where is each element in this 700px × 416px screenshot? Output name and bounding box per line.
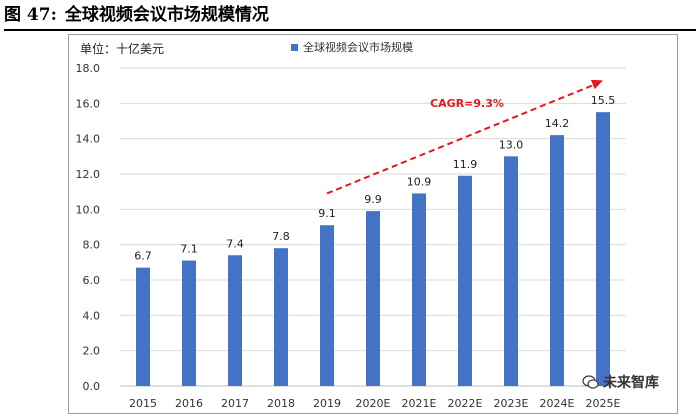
bar — [412, 193, 426, 386]
data-label: 15.5 — [591, 94, 616, 107]
data-label: 14.2 — [545, 117, 570, 130]
data-label: 13.0 — [499, 138, 524, 151]
y-tick-label: 6.0 — [83, 274, 101, 287]
x-tick-label: 2021E — [402, 397, 437, 410]
y-tick-label: 4.0 — [83, 309, 101, 322]
x-tick-label: 2016 — [175, 397, 203, 410]
x-tick-label: 2024E — [540, 397, 575, 410]
chat-bubble-icon — [582, 375, 599, 389]
data-label: 7.4 — [226, 237, 244, 250]
bar — [596, 112, 610, 387]
watermark-text: 未来智库 — [603, 375, 659, 391]
data-label: 6.7 — [134, 250, 152, 263]
bar — [458, 175, 472, 386]
chart-frame — [68, 34, 678, 414]
bar — [228, 255, 242, 386]
y-tick-label: 8.0 — [83, 239, 101, 252]
cagr-annotation: CAGR=9.3% — [430, 97, 504, 110]
y-tick-label: 10.0 — [76, 203, 101, 216]
figure-number: 图 47: — [4, 5, 57, 25]
x-tick-label: 2017 — [221, 397, 249, 410]
bar — [550, 135, 564, 386]
y-tick-label: 14.0 — [76, 133, 101, 146]
x-tick-label: 2025E — [586, 397, 621, 410]
data-label: 9.9 — [364, 193, 382, 206]
legend-swatch — [291, 43, 298, 51]
trend-line — [326, 83, 596, 195]
watermark: 未来智库 — [582, 372, 659, 392]
y-tick-label: 16.0 — [76, 97, 101, 110]
x-tick-label: 2023E — [494, 397, 529, 410]
bar — [320, 225, 334, 386]
x-tick-label: 2015 — [129, 397, 157, 410]
bar — [136, 267, 150, 386]
figure-title-text: 全球视频会议市场规模情况 — [64, 5, 269, 25]
title-rule — [4, 29, 696, 31]
y-tick-label: 2.0 — [83, 345, 101, 358]
chart-legend: 全球视频会议市场规模 — [291, 39, 413, 55]
bar — [182, 260, 196, 386]
figure-title: 图 47: 全球视频会议市场规模情况 — [4, 2, 269, 28]
data-label: 7.1 — [180, 243, 198, 256]
data-label: 10.9 — [407, 175, 432, 188]
x-tick-label: 2022E — [448, 397, 483, 410]
bar — [504, 156, 518, 386]
data-label: 7.8 — [272, 230, 290, 243]
data-label: 11.9 — [453, 158, 478, 171]
bar — [274, 248, 288, 386]
legend-label: 全球视频会议市场规模 — [303, 41, 413, 54]
x-tick-label: 2018 — [267, 397, 295, 410]
data-label: 9.1 — [318, 207, 336, 220]
y-tick-label: 12.0 — [76, 168, 101, 181]
x-tick-label: 2019 — [313, 397, 341, 410]
y-tick-label: 18.0 — [76, 62, 101, 75]
bar — [366, 211, 380, 386]
unit-label: 单位：十亿美元 — [80, 42, 165, 56]
y-tick-label: 0.0 — [83, 380, 101, 393]
x-tick-label: 2020E — [356, 397, 391, 410]
trend-arrowhead — [590, 79, 603, 90]
